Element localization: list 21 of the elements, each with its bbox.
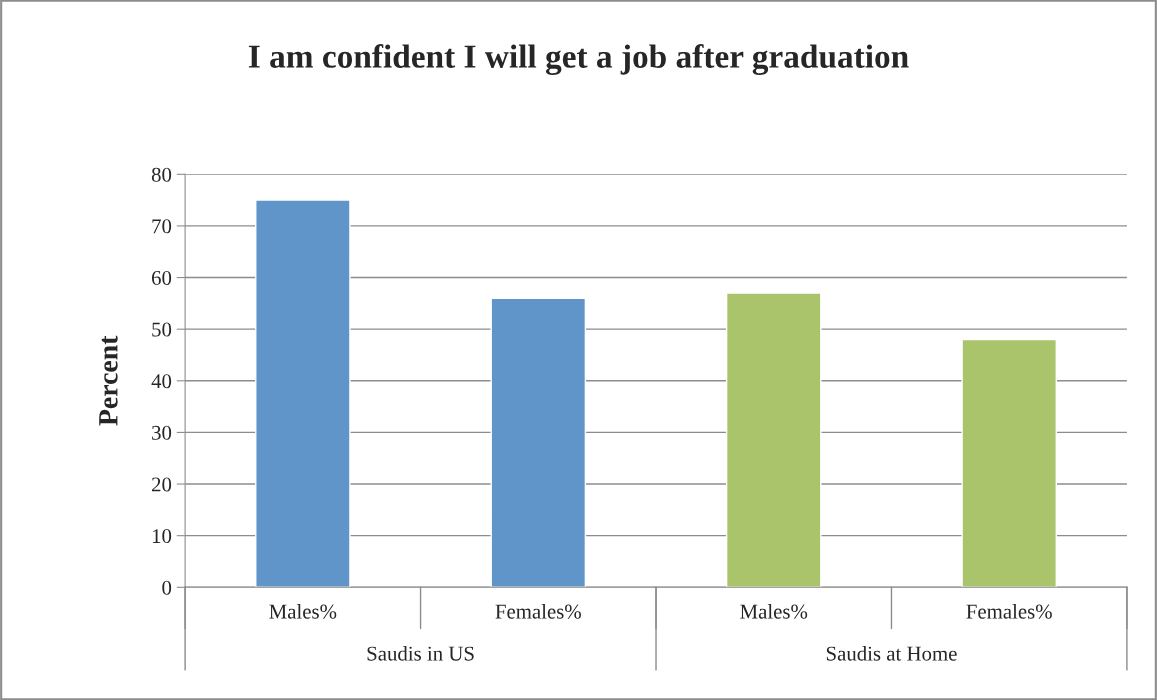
x-tick-label: Females% <box>495 603 581 619</box>
chart-title: I am confident I will get a job after graduation <box>248 44 909 75</box>
text: Saudis at Home <box>826 646 957 661</box>
y-tick-label: 0 <box>162 580 172 595</box>
y-tick-label: 30 <box>152 425 172 440</box>
y-tick-label: 80 <box>151 167 172 182</box>
y-tick-label: 10 <box>152 529 172 544</box>
bar <box>725 292 822 588</box>
bar <box>255 199 351 588</box>
y-tick-label: 50 <box>152 322 172 337</box>
y-tick-label: 70 <box>152 219 172 234</box>
x-tick-label: Females% <box>966 603 1052 619</box>
text: Saudis in US <box>367 646 474 661</box>
y-tick-label: 60 <box>151 270 172 285</box>
x-tick-label: Males% <box>269 603 337 619</box>
x-tick-label: Males% <box>740 603 808 619</box>
bar <box>961 338 1057 588</box>
y-tick-label: 20 <box>152 477 172 492</box>
y-tick-label: 40 <box>151 374 172 389</box>
bar <box>490 297 587 588</box>
y-axis-title: Percent <box>99 335 118 426</box>
